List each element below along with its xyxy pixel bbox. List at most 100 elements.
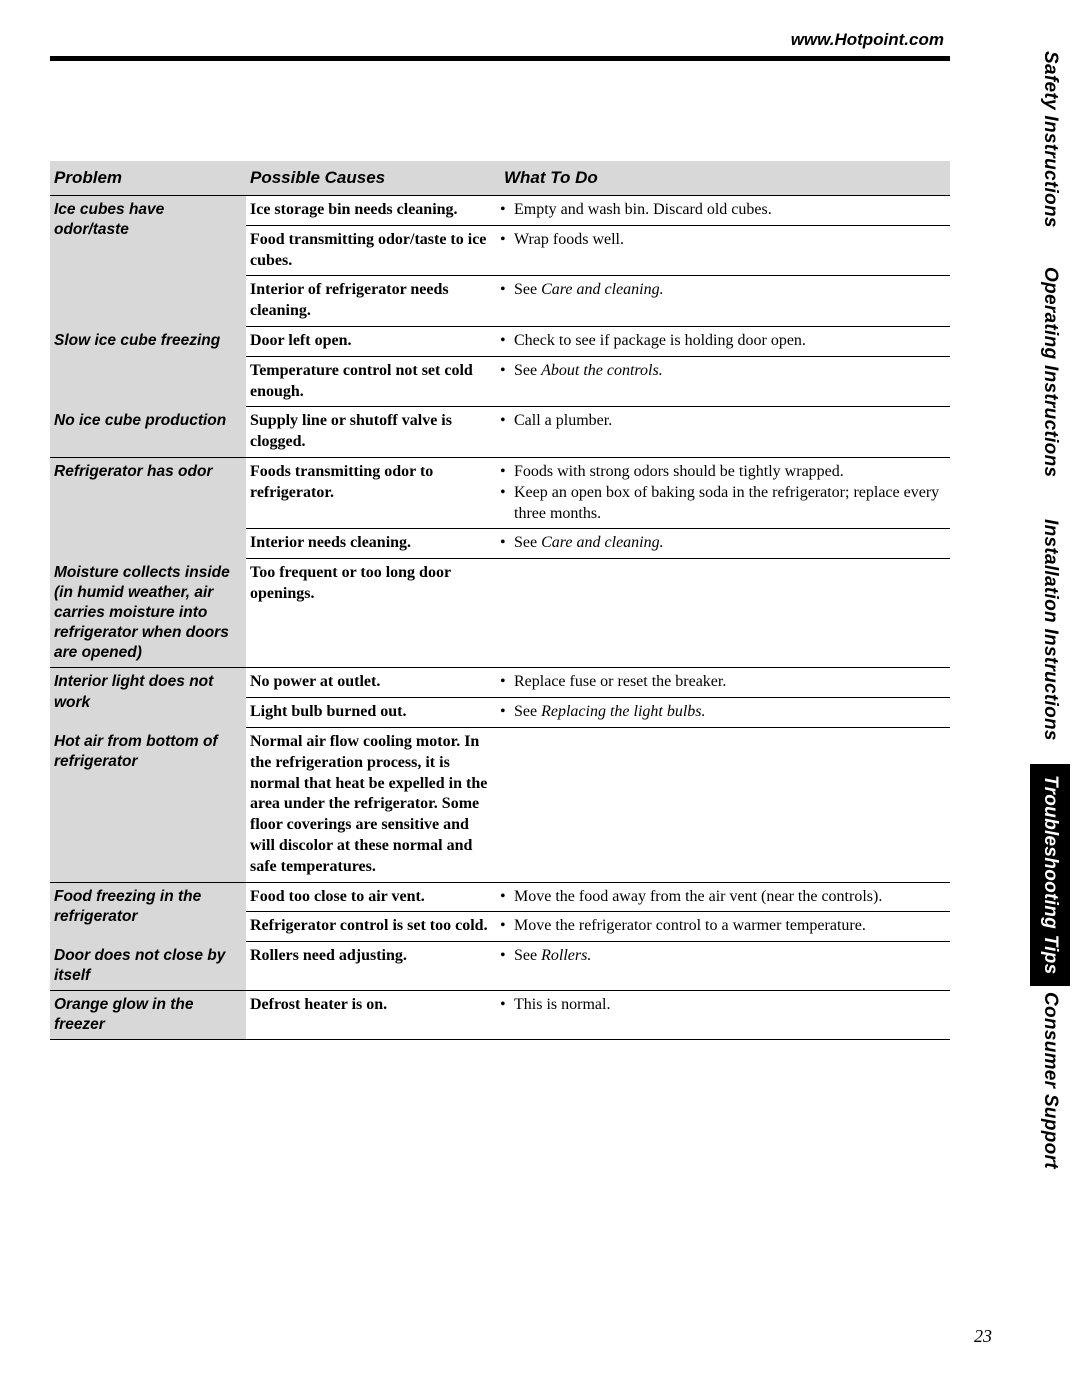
troubleshooting-table: Problem Possible Causes What To Do Ice c… (50, 161, 950, 1040)
table-row: Moisture collects inside (in humid weath… (50, 559, 950, 668)
cause-cell: Defrost heater is on. (246, 991, 500, 1040)
side-tab[interactable]: Installation Instructions (1030, 496, 1070, 764)
side-tab[interactable]: Troubleshooting Tips (1030, 764, 1070, 986)
problem-cell: Ice cubes have odor/taste (50, 196, 246, 327)
todo-cell: •See Replacing the light bulbs. (500, 698, 950, 728)
problem-cell: Refrigerator has odor (50, 458, 246, 559)
todo-item: •See About the controls. (500, 361, 946, 382)
table-row: Interior light does not workNo power at … (50, 668, 950, 698)
table-row: Food freezing in the refrigeratorFood to… (50, 882, 950, 912)
cause-cell: Refrigerator control is set too cold. (246, 912, 500, 942)
side-tabs: Safety InstructionsOperating Instruction… (1030, 30, 1070, 1175)
todo-text: Wrap foods well. (514, 230, 946, 251)
todo-item: •This is normal. (500, 995, 946, 1016)
todo-cell: •This is normal. (500, 991, 950, 1040)
table-row: No ice cube productionSupply line or shu… (50, 407, 950, 458)
problem-cell: Interior light does not work (50, 668, 246, 728)
todo-item: •Move the food away from the air vent (n… (500, 887, 946, 908)
bullet-dot: • (500, 411, 514, 432)
todo-text: Empty and wash bin. Discard old cubes. (514, 200, 946, 221)
page-content: www.Hotpoint.com Problem Possible Causes… (50, 30, 950, 1370)
todo-text: Replace fuse or reset the breaker. (514, 672, 946, 693)
cause-cell: Door left open. (246, 327, 500, 357)
todo-text: See Care and cleaning. (514, 280, 946, 301)
todo-text: See Rollers. (514, 946, 946, 967)
cause-cell: Interior needs cleaning. (246, 529, 500, 559)
page-number: 23 (974, 1326, 992, 1347)
todo-item: •Check to see if package is holding door… (500, 331, 946, 352)
col-todo: What To Do (500, 161, 950, 196)
bullet-dot: • (500, 483, 514, 525)
todo-text: Call a plumber. (514, 411, 946, 432)
bullet-dot: • (500, 462, 514, 483)
side-tab[interactable]: Operating Instructions (1030, 248, 1070, 496)
todo-cell: •Check to see if package is holding door… (500, 327, 950, 357)
todo-cell (500, 559, 950, 668)
todo-cell: •See Care and cleaning. (500, 276, 950, 327)
col-causes: Possible Causes (246, 161, 500, 196)
todo-item: •See Care and cleaning. (500, 280, 946, 301)
todo-item: •Wrap foods well. (500, 230, 946, 251)
todo-cell: •See Care and cleaning. (500, 529, 950, 559)
todo-cell: •Call a plumber. (500, 407, 950, 458)
todo-cell: •Wrap foods well. (500, 225, 950, 276)
todo-cell: •Move the refrigerator control to a warm… (500, 912, 950, 942)
todo-item: •Empty and wash bin. Discard old cubes. (500, 200, 946, 221)
bullet-dot: • (500, 280, 514, 301)
cause-cell: Temperature control not set cold enough. (246, 356, 500, 407)
todo-cell: •Move the food away from the air vent (n… (500, 882, 950, 912)
table-row: Slow ice cube freezingDoor left open.•Ch… (50, 327, 950, 357)
bullet-dot: • (500, 533, 514, 554)
todo-text: Check to see if package is holding door … (514, 331, 946, 352)
todo-cell: •See About the controls. (500, 356, 950, 407)
table-row: Ice cubes have odor/tasteIce storage bin… (50, 196, 950, 226)
bullet-dot: • (500, 672, 514, 693)
header-url: www.Hotpoint.com (50, 30, 950, 50)
todo-text: Keep an open box of baking soda in the r… (514, 483, 946, 525)
problem-cell: Door does not close by itself (50, 942, 246, 991)
bullet-dot: • (500, 946, 514, 967)
cause-cell: Interior of refrigerator needs cleaning. (246, 276, 500, 327)
todo-cell: •See Rollers. (500, 942, 950, 991)
todo-text: Move the refrigerator control to a warme… (514, 916, 946, 937)
cause-cell: Rollers need adjusting. (246, 942, 500, 991)
problem-cell: Slow ice cube freezing (50, 327, 246, 407)
problem-cell: Hot air from bottom of refrigerator (50, 728, 246, 883)
todo-item: •Foods with strong odors should be tight… (500, 462, 946, 483)
col-problem: Problem (50, 161, 246, 196)
bullet-dot: • (500, 995, 514, 1016)
problem-cell: Food freezing in the refrigerator (50, 882, 246, 942)
bullet-dot: • (500, 230, 514, 251)
todo-item: •See Care and cleaning. (500, 533, 946, 554)
bullet-dot: • (500, 331, 514, 352)
cause-cell: Food transmitting odor/taste to ice cube… (246, 225, 500, 276)
bullet-dot: • (500, 361, 514, 382)
cause-cell: Too frequent or too long door openings. (246, 559, 500, 668)
todo-item: •See Rollers. (500, 946, 946, 967)
bullet-dot: • (500, 916, 514, 937)
todo-cell: •Empty and wash bin. Discard old cubes. (500, 196, 950, 226)
table-row: Orange glow in the freezerDefrost heater… (50, 991, 950, 1040)
bullet-dot: • (500, 200, 514, 221)
todo-item: •Call a plumber. (500, 411, 946, 432)
side-tab[interactable]: Consumer Support (1030, 986, 1070, 1175)
side-tab[interactable]: Safety Instructions (1030, 30, 1070, 248)
todo-cell: •Foods with strong odors should be tight… (500, 458, 950, 529)
cause-cell: Supply line or shutoff valve is clogged. (246, 407, 500, 458)
table-row: Hot air from bottom of refrigeratorNorma… (50, 728, 950, 883)
todo-item: •Replace fuse or reset the breaker. (500, 672, 946, 693)
table-row: Refrigerator has odorFoods transmitting … (50, 458, 950, 529)
todo-item: •Move the refrigerator control to a warm… (500, 916, 946, 937)
problem-cell: Orange glow in the freezer (50, 991, 246, 1040)
todo-text: See About the controls. (514, 361, 946, 382)
table-row: Door does not close by itselfRollers nee… (50, 942, 950, 991)
problem-cell: No ice cube production (50, 407, 246, 458)
todo-item: •Keep an open box of baking soda in the … (500, 483, 946, 525)
bullet-dot: • (500, 702, 514, 723)
cause-cell: Light bulb burned out. (246, 698, 500, 728)
todo-text: Move the food away from the air vent (ne… (514, 887, 946, 908)
todo-text: Foods with strong odors should be tightl… (514, 462, 946, 483)
todo-text: See Replacing the light bulbs. (514, 702, 946, 723)
horizontal-rule (50, 56, 950, 61)
cause-cell: Ice storage bin needs cleaning. (246, 196, 500, 226)
